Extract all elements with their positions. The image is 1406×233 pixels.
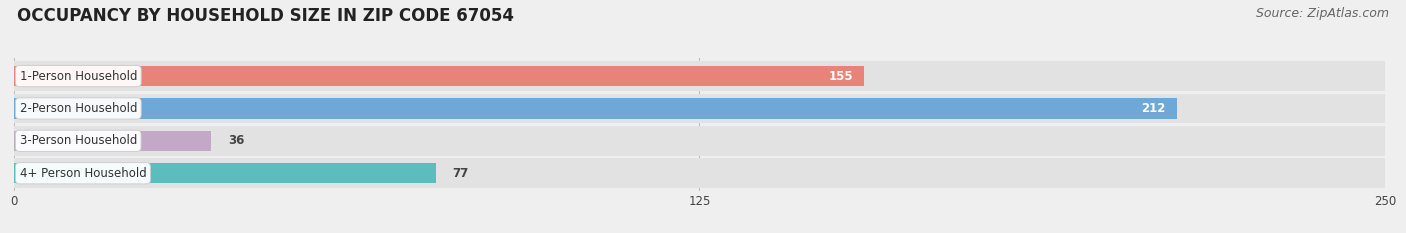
Bar: [14, 158, 1385, 188]
Bar: [14, 131, 211, 151]
Bar: [14, 94, 1385, 123]
Text: 1-Person Household: 1-Person Household: [20, 70, 136, 82]
Text: 4+ Person Household: 4+ Person Household: [20, 167, 146, 180]
Text: Source: ZipAtlas.com: Source: ZipAtlas.com: [1256, 7, 1389, 20]
Bar: [14, 98, 1177, 119]
Text: 77: 77: [453, 167, 470, 180]
Bar: [14, 163, 436, 183]
Text: 3-Person Household: 3-Person Household: [20, 134, 136, 147]
Bar: [14, 126, 1385, 156]
Bar: [14, 61, 1385, 91]
Text: 2-Person Household: 2-Person Household: [20, 102, 136, 115]
Text: 155: 155: [828, 70, 853, 82]
Text: OCCUPANCY BY HOUSEHOLD SIZE IN ZIP CODE 67054: OCCUPANCY BY HOUSEHOLD SIZE IN ZIP CODE …: [17, 7, 513, 25]
Bar: [14, 66, 863, 86]
Text: 212: 212: [1142, 102, 1166, 115]
Text: 36: 36: [228, 134, 245, 147]
